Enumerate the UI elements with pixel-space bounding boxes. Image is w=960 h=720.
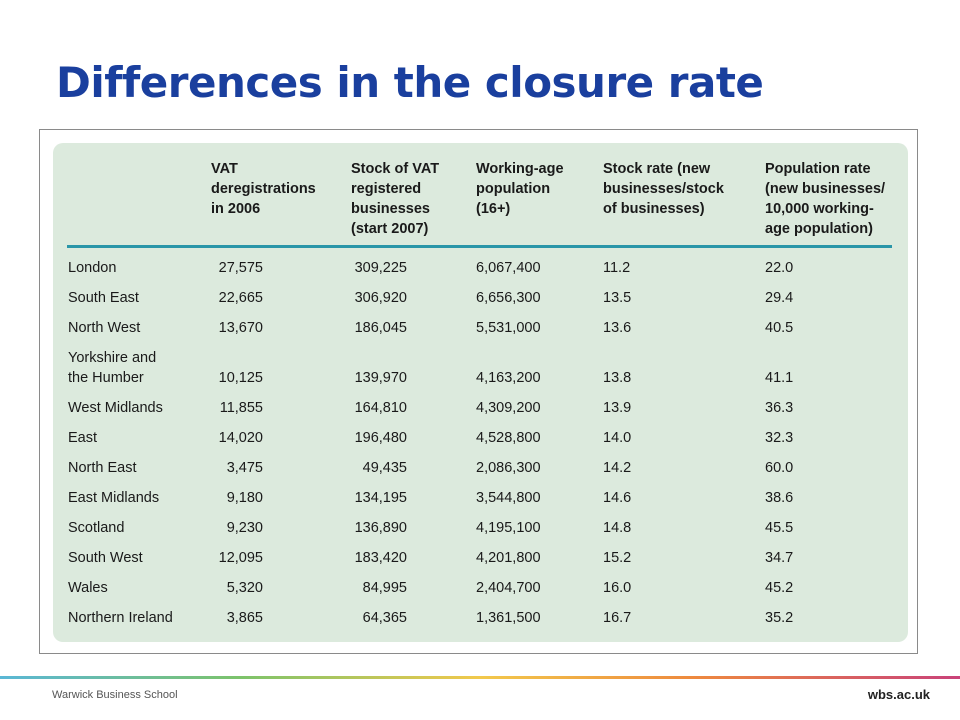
table-cell: 38.6 — [765, 490, 794, 506]
table-cell: 15.2 — [603, 550, 632, 566]
region-name: South West — [68, 550, 143, 566]
table-cell: 186,045 — [354, 320, 407, 336]
table-cell: 13.9 — [603, 400, 632, 416]
table-cell: 32.3 — [765, 430, 794, 446]
table-cell: 196,480 — [354, 430, 407, 446]
table-cell: 306,920 — [354, 290, 407, 306]
table-cell: 22.0 — [765, 260, 794, 276]
column-header: Working-age population (16+) — [476, 161, 564, 217]
table-cell: 4,528,800 — [476, 430, 541, 446]
table-cell: 14.0 — [603, 430, 632, 446]
table-cell: 3,865 — [226, 610, 263, 626]
column-header: Stock rate (new businesses/stock of busi… — [603, 161, 724, 217]
table-frame: VAT deregistrations in 2006 Stock of VAT … — [39, 129, 918, 654]
table-cell: 9,230 — [226, 520, 263, 536]
slide-title: Differences in the closure rate — [56, 58, 764, 107]
table-cell: 14.8 — [603, 520, 632, 536]
footer-divider — [0, 676, 960, 679]
table-cell: 27,575 — [218, 260, 263, 276]
table-cell: 9,180 — [226, 490, 263, 506]
table-cell: 136,890 — [354, 520, 407, 536]
table-cell: 34.7 — [765, 550, 794, 566]
table-cell: 45.5 — [765, 520, 794, 536]
region-name: East Midlands — [68, 490, 160, 506]
column-header: Population rate (new businesses/ 10,000 … — [765, 161, 886, 237]
table-cell: 11.2 — [603, 260, 631, 276]
footer-institution: Warwick Business School — [52, 689, 178, 701]
table-cell: 14.2 — [603, 460, 632, 476]
region-name: Yorkshire and the Humber — [68, 350, 157, 386]
region-name: South East — [68, 290, 139, 306]
table-cell: 2,404,700 — [476, 580, 541, 596]
table-cell: 13,670 — [218, 320, 263, 336]
table-cell: 16.7 — [603, 610, 632, 626]
region-name: West Midlands — [68, 400, 163, 416]
table-cell: 35.2 — [765, 610, 794, 626]
table-cell: 4,163,200 — [476, 370, 541, 386]
table-cell: 45.2 — [765, 580, 794, 596]
data-table: VAT deregistrations in 2006 Stock of VAT … — [53, 143, 908, 642]
region-name: Northern Ireland — [68, 610, 173, 626]
table-cell: 22,665 — [218, 290, 263, 306]
table-cell: 14.6 — [603, 490, 632, 506]
table-cell: 1,361,500 — [476, 610, 541, 626]
table-cell: 40.5 — [765, 320, 794, 336]
table-cell: 139,970 — [354, 370, 407, 386]
table-cell: 6,656,300 — [476, 290, 541, 306]
table-cell: 84,995 — [362, 580, 407, 596]
footer-website-link[interactable]: wbs.ac.uk — [867, 687, 930, 702]
table-cell: 10,125 — [218, 370, 263, 386]
table-cell: 2,086,300 — [476, 460, 541, 476]
region-name: Wales — [68, 580, 108, 596]
table-cell: 16.0 — [603, 580, 632, 596]
table-cell: 29.4 — [765, 290, 794, 306]
table-cell: 64,365 — [362, 610, 407, 626]
region-name: North East — [68, 460, 137, 476]
table-cell: 4,309,200 — [476, 400, 541, 416]
table-cell: 4,195,100 — [476, 520, 541, 536]
table-cell: 13.5 — [603, 290, 632, 306]
table-cell: 41.1 — [765, 370, 794, 386]
region-name: London — [68, 260, 117, 276]
table-cell: 4,201,800 — [476, 550, 541, 566]
table-cell: 11,855 — [219, 400, 263, 416]
table-cell: 14,020 — [218, 430, 263, 446]
table-cell: 60.0 — [765, 460, 794, 476]
table-cell: 13.8 — [603, 370, 632, 386]
table-cell: 6,067,400 — [476, 260, 541, 276]
table-cell: 5,320 — [226, 580, 263, 596]
column-header: Stock of VAT registered businesses (star… — [351, 161, 440, 237]
table-cell: 5,531,000 — [476, 320, 541, 336]
table-cell: 3,475 — [226, 460, 263, 476]
table-cell: 36.3 — [765, 400, 794, 416]
table-cell: 12,095 — [218, 550, 263, 566]
region-name: East — [68, 430, 98, 446]
table-cell: 3,544,800 — [476, 490, 541, 506]
table-cell: 134,195 — [354, 490, 407, 506]
region-name: North West — [68, 320, 141, 336]
table-cell: 164,810 — [354, 400, 407, 416]
table-cell: 13.6 — [603, 320, 632, 336]
column-header: VAT deregistrations in 2006 — [211, 161, 316, 217]
table-cell: 183,420 — [354, 550, 407, 566]
region-name: Scotland — [68, 520, 125, 536]
table-cell: 49,435 — [362, 460, 407, 476]
header-rule — [67, 245, 892, 248]
table-cell: 309,225 — [354, 260, 407, 276]
